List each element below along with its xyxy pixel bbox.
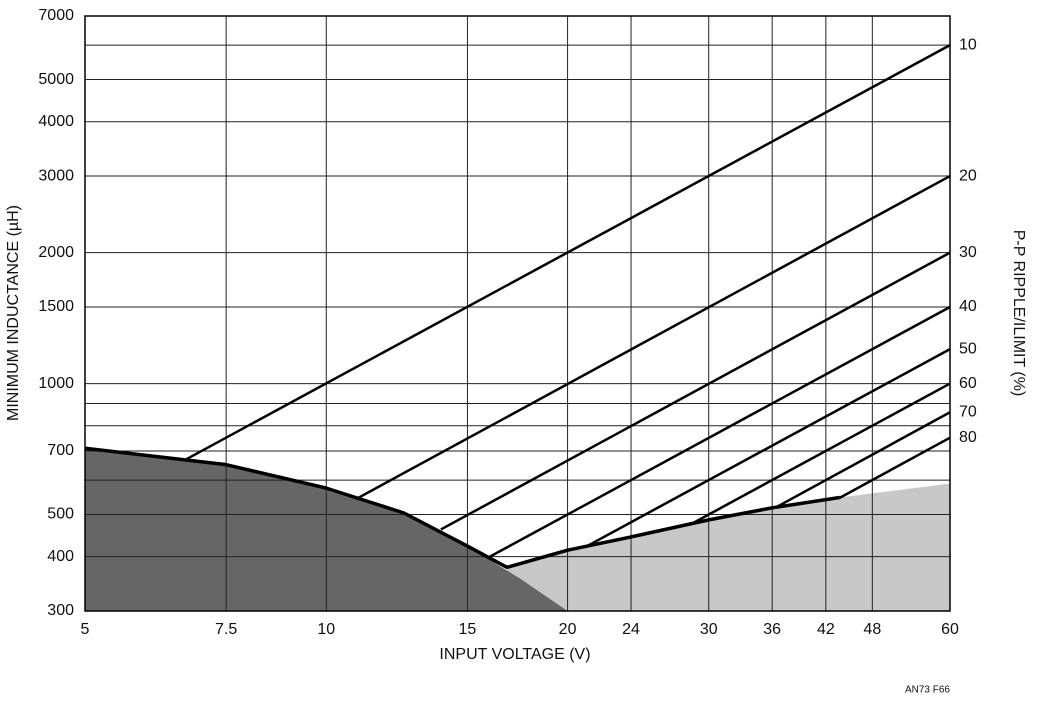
series-label: 20 [959, 167, 977, 184]
x-tick-label: 7.5 [215, 621, 237, 638]
footnote: AN73 F66 [905, 685, 950, 696]
x-tick-label: 42 [817, 621, 835, 638]
y-tick-label: 3000 [38, 167, 74, 184]
series-label: 10 [959, 36, 977, 53]
y-axis-label: MINIMUM INDUCTANCE (µH) [5, 205, 22, 421]
y-tick-label: 400 [47, 548, 74, 565]
y2-axis-label: P-P RIPPLE/ILIMIT (%) [1010, 230, 1027, 397]
y-tick-label: 4000 [38, 113, 74, 130]
x-tick-label: 36 [763, 621, 781, 638]
y-tick-label: 300 [47, 602, 74, 619]
x-tick-label: 5 [81, 621, 90, 638]
x-tick-label: 24 [622, 621, 640, 638]
series-label: 40 [959, 298, 977, 315]
boundary-curve [84, 446, 840, 570]
series-line [693, 382, 951, 524]
series-label: 70 [959, 404, 977, 421]
series-line [583, 348, 951, 549]
series-label: 80 [959, 429, 977, 446]
y-tick-label: 2000 [38, 244, 74, 261]
y-tick-label: 500 [47, 506, 74, 523]
y-tick-label: 1500 [38, 298, 74, 315]
x-tick-label: 30 [700, 621, 718, 638]
y-tick-label: 7000 [38, 7, 74, 24]
series-line [489, 305, 951, 558]
series-label: 60 [959, 375, 977, 392]
series-line [774, 411, 951, 509]
series-line [355, 174, 951, 501]
x-tick-label: 10 [317, 621, 335, 638]
series-label: 50 [959, 340, 977, 357]
x-tick-label: 20 [559, 621, 577, 638]
x-tick-label: 15 [459, 621, 477, 638]
plot-frame [84, 15, 951, 612]
series-line [839, 436, 951, 499]
x-axis-label: INPUT VOLTAGE (V) [439, 646, 590, 663]
shaded-region [506, 483, 950, 611]
y-tick-label: 700 [47, 442, 74, 459]
x-tick-label: 60 [941, 621, 959, 638]
series-line [440, 251, 951, 531]
y-tick-label: 1000 [38, 375, 74, 392]
x-tick-label: 48 [863, 621, 881, 638]
y-tick-label: 5000 [38, 71, 74, 88]
series-label: 30 [959, 244, 977, 261]
series-line [186, 44, 951, 461]
